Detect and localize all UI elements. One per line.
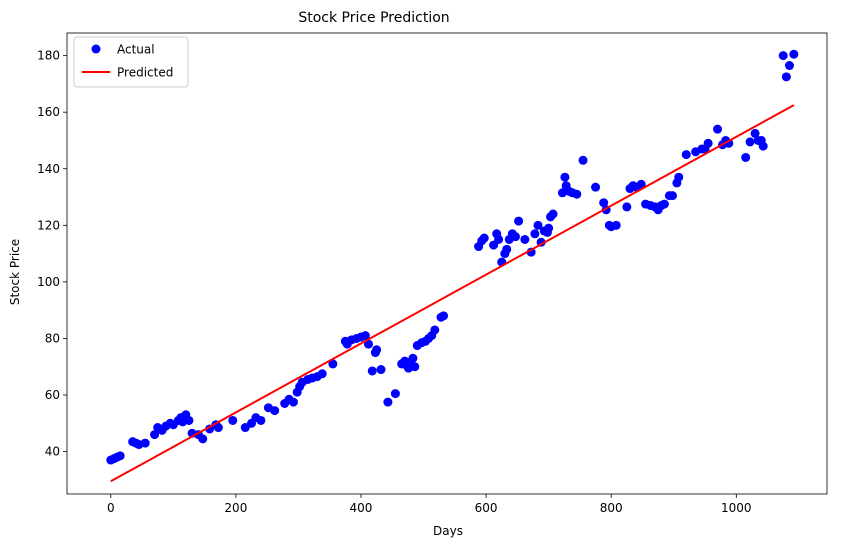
chart-title: Stock Price Prediction xyxy=(298,10,449,26)
actual-point xyxy=(514,216,524,226)
actual-point xyxy=(383,397,393,407)
points-layer xyxy=(106,49,799,465)
actual-point xyxy=(270,406,280,416)
actual-point xyxy=(758,141,768,151)
x-axis-ticks: 0 200 400 600 800 1000 xyxy=(107,494,752,515)
actual-point xyxy=(502,244,512,254)
actual-point xyxy=(572,189,582,199)
actual-point xyxy=(667,191,677,201)
actual-point xyxy=(184,415,194,425)
y-axis-ticks: 40 60 80 100 120 140 160 180 xyxy=(37,49,67,459)
actual-point xyxy=(674,172,684,182)
actual-point xyxy=(745,137,755,147)
legend: Actual Predicted xyxy=(73,36,189,88)
actual-point xyxy=(408,353,418,363)
x-tick-label: 1000 xyxy=(721,501,752,515)
y-tick-label: 80 xyxy=(45,331,60,345)
actual-point xyxy=(115,451,125,461)
actual-point xyxy=(256,415,266,425)
x-tick-label: 0 xyxy=(107,501,115,515)
actual-point xyxy=(560,172,570,182)
title-group: Stock Price Prediction xyxy=(298,10,449,26)
x-axis-label: Days xyxy=(433,524,463,538)
actual-point xyxy=(213,423,223,433)
x-tick-label: 400 xyxy=(350,501,373,515)
x-tick-label: 800 xyxy=(600,501,623,515)
y-tick-label: 60 xyxy=(45,388,60,402)
y-tick-label: 140 xyxy=(37,162,60,176)
x-tick-label: 600 xyxy=(475,501,498,515)
actual-point xyxy=(548,209,558,219)
legend-box xyxy=(73,36,189,88)
actual-point xyxy=(328,359,338,369)
actual-point xyxy=(778,51,788,61)
actual-point xyxy=(140,438,150,448)
actual-point xyxy=(659,199,669,209)
actual-point xyxy=(741,152,751,162)
actual-point xyxy=(713,124,723,134)
actual-point xyxy=(557,188,567,198)
actual-point xyxy=(599,198,609,208)
actual-point xyxy=(789,49,799,59)
actual-point xyxy=(750,128,760,138)
y-tick-label: 180 xyxy=(37,49,60,63)
actual-point xyxy=(622,202,632,212)
actual-point xyxy=(510,232,520,242)
y-axis-label: Stock Price xyxy=(8,239,22,305)
actual-point xyxy=(288,397,298,407)
actual-point xyxy=(611,220,621,230)
actual-point xyxy=(703,138,713,148)
actual-point xyxy=(578,155,588,165)
legend-actual-marker xyxy=(91,44,101,54)
prediction-line-layer xyxy=(110,104,795,483)
actual-point xyxy=(494,234,504,244)
predicted-line xyxy=(110,104,795,483)
actual-point xyxy=(376,365,386,375)
actual-point xyxy=(410,362,420,372)
actual-point xyxy=(372,345,382,355)
actual-point xyxy=(317,369,327,379)
actual-point xyxy=(360,331,370,341)
actual-point xyxy=(530,229,540,239)
y-tick-label: 100 xyxy=(37,275,60,289)
legend-actual-label: Actual xyxy=(117,43,155,57)
actual-point xyxy=(781,72,791,82)
actual-point xyxy=(784,61,794,71)
actual-point xyxy=(228,415,238,425)
actual-point xyxy=(520,234,530,244)
axes-frame xyxy=(66,32,828,495)
actual-point xyxy=(367,366,377,376)
actual-point xyxy=(533,220,543,230)
actual-point xyxy=(636,179,646,189)
actual-point xyxy=(479,233,489,243)
y-tick-label: 40 xyxy=(45,445,60,459)
y-tick-label: 160 xyxy=(37,105,60,119)
legend-predicted-label: Predicted xyxy=(117,66,173,80)
y-tick-label: 120 xyxy=(37,218,60,232)
actual-point xyxy=(430,325,440,335)
actual-point xyxy=(150,430,160,440)
x-tick-label: 200 xyxy=(224,501,247,515)
actual-point xyxy=(363,339,373,349)
actual-point xyxy=(439,311,449,321)
actual-point xyxy=(544,223,554,233)
actual-point xyxy=(681,150,691,160)
actual-point xyxy=(198,434,208,444)
actual-point xyxy=(591,182,601,192)
actual-point xyxy=(390,389,400,399)
